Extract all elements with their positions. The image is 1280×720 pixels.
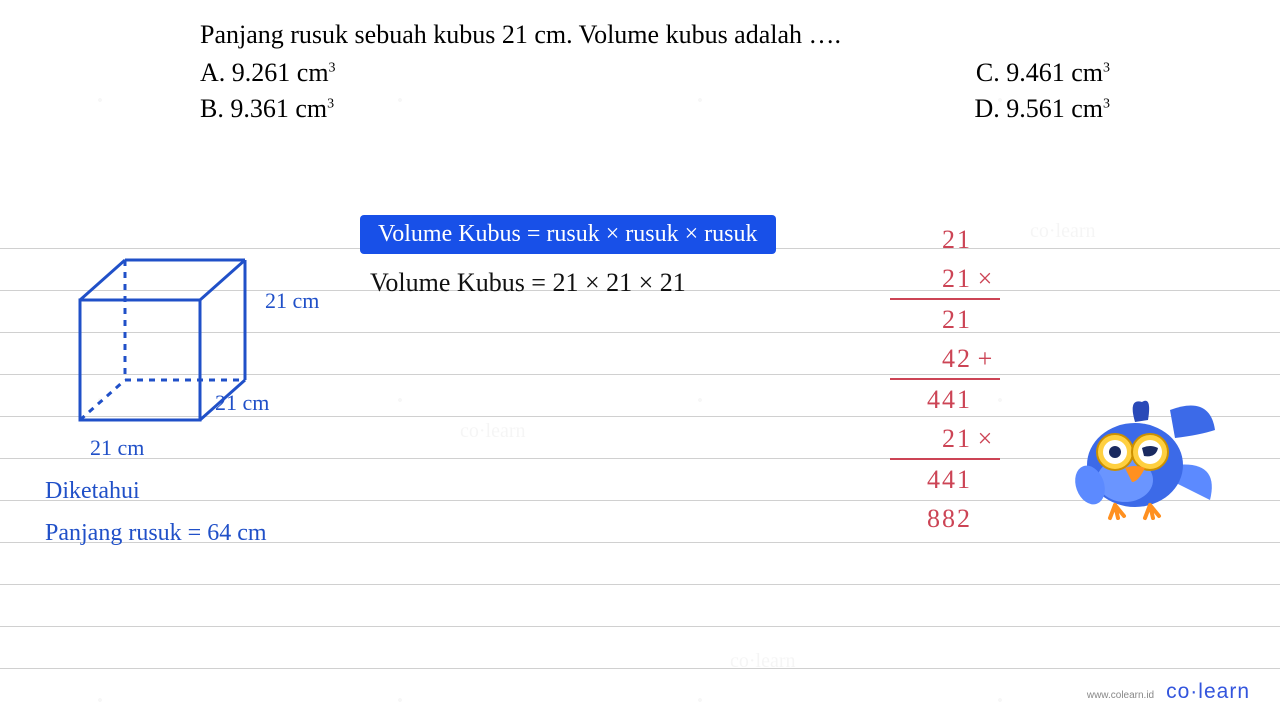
mult-val-4: 42 (942, 344, 972, 373)
watermark-text: co·learn (460, 420, 526, 443)
watermark-text: co·learn (1030, 220, 1096, 243)
ruled-line (0, 668, 1280, 669)
formula-box-text: Volume Kubus = rusuk × rusuk × rusuk (378, 221, 758, 247)
mult-row-3: 21 (890, 300, 1000, 339)
mult-row-7: 441 (890, 460, 1000, 499)
cube-label-depth: 21 cm (215, 390, 269, 416)
mult-row-5: 441 (890, 380, 1000, 419)
question-block: Panjang rusuk sebuah kubus 21 cm. Volume… (200, 20, 1110, 130)
option-b-sup: 3 (327, 96, 334, 111)
option-a-sup: 3 (329, 60, 336, 75)
mult-row-1: 21 (890, 220, 1000, 259)
watermark-text: co·learn (730, 650, 796, 673)
options-row-2: B. 9.361 cm3 D. 9.561 cm3 (200, 94, 1110, 124)
formula-box: Volume Kubus = rusuk × rusuk × rusuk (360, 215, 776, 254)
footer-url: www.colearn.id (1087, 690, 1154, 701)
option-b: B. 9.361 cm3 (200, 94, 334, 124)
mult-op-6: × (972, 419, 1000, 458)
mult-val-3: 21 (942, 305, 972, 334)
mult-row-8: 882 (890, 499, 1000, 538)
options-row-1: A. 9.261 cm3 C. 9.461 cm3 (200, 58, 1110, 88)
cube-label-height: 21 cm (265, 288, 319, 314)
mult-row-2: 21× (890, 259, 1000, 300)
option-a-text: A. 9.261 cm (200, 58, 329, 87)
mult-val-7: 441 (927, 465, 972, 494)
ruled-line (0, 584, 1280, 585)
option-d: D. 9.561 cm3 (974, 94, 1110, 124)
diketahui-line1: Panjang rusuk = 64 cm (45, 520, 267, 547)
footer: www.colearn.id co·learn (1087, 680, 1250, 704)
question-text: Panjang rusuk sebuah kubus 21 cm. Volume… (200, 20, 1110, 50)
option-c-text: C. 9.461 cm (976, 58, 1103, 87)
option-d-text: D. 9.561 cm (974, 94, 1103, 123)
cube-label-width: 21 cm (90, 435, 144, 461)
mult-val-5: 441 (927, 385, 972, 414)
option-d-sup: 3 (1103, 96, 1110, 111)
option-b-text: B. 9.361 cm (200, 94, 327, 123)
diketahui-label: Diketahui (45, 478, 140, 505)
multiplication-work: 21 21× 21 42+ 441 21× 441 882 (890, 220, 1000, 538)
mult-row-4: 42+ (890, 339, 1000, 380)
option-a: A. 9.261 cm3 (200, 58, 336, 88)
footer-logo: co·learn (1166, 680, 1250, 704)
mult-val-6: 21 (942, 424, 972, 453)
mult-op-2: × (972, 259, 1000, 298)
mult-val-1: 21 (942, 225, 972, 254)
formula-calc-line: Volume Kubus = 21 × 21 × 21 (370, 268, 686, 298)
mult-row-6: 21× (890, 419, 1000, 460)
mult-val-2: 21 (942, 264, 972, 293)
mult-op-4: + (972, 339, 1000, 378)
mascot-bird-icon (1060, 390, 1220, 530)
option-c: C. 9.461 cm3 (976, 58, 1110, 88)
mult-val-8: 882 (927, 504, 972, 533)
ruled-line (0, 626, 1280, 627)
option-c-sup: 3 (1103, 60, 1110, 75)
